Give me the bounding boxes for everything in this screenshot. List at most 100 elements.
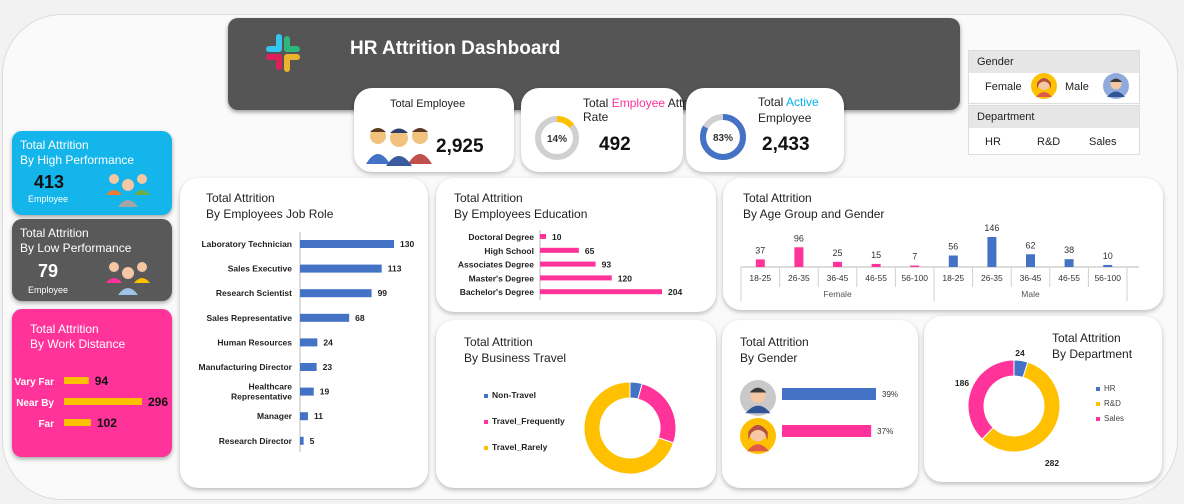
age-bar xyxy=(833,261,842,267)
job-role-bar xyxy=(300,363,317,371)
low-performance-value: 79 xyxy=(38,261,59,281)
department-value-label: 186 xyxy=(955,378,969,388)
distance-category-label: Far xyxy=(38,419,54,430)
education-bar xyxy=(540,234,546,239)
age-group-label: Male xyxy=(1021,289,1040,299)
job-role-category-label: Laboratory Technician xyxy=(201,239,292,249)
job-role-title-line2: By Employees Job Role xyxy=(206,207,334,221)
active-label-accent: Active xyxy=(786,95,819,109)
education-bar xyxy=(540,275,612,281)
age-category-label: 56-100 xyxy=(901,273,928,283)
distance-title-line1: Total Attrition xyxy=(30,322,99,336)
high-performance-value: 413 xyxy=(34,172,65,192)
business-travel-title: Total Attrition By Business Travel xyxy=(464,334,566,366)
age-value-label: 25 xyxy=(832,248,842,258)
education-title-line2: By Employees Education xyxy=(454,207,588,221)
female-avatar-icon xyxy=(740,418,776,454)
age-bar xyxy=(910,265,920,267)
age-bar xyxy=(755,259,765,267)
age-category-label: 36-45 xyxy=(1020,273,1042,283)
distance-bar xyxy=(64,419,91,426)
age-bar xyxy=(987,237,997,267)
active-percent: 83% xyxy=(713,133,733,144)
job-role-bar xyxy=(300,412,308,421)
gender-title-line1: Total Attrition xyxy=(740,335,809,349)
job-role-value-label: 113 xyxy=(388,264,402,274)
department-chart-title: Total Attrition By Department xyxy=(1052,330,1132,362)
education-category-label: Master's Degree xyxy=(469,273,535,283)
department-legend-swatch xyxy=(1096,387,1100,391)
department-value-label: 24 xyxy=(1015,348,1025,358)
attrition-label-part: Total xyxy=(583,96,612,110)
gender-chart-title: Total Attrition By Gender xyxy=(740,334,809,366)
age-category-label: 26-35 xyxy=(788,273,810,283)
job-role-bar xyxy=(300,264,382,273)
work-distance-title: Total Attrition By Work Distance xyxy=(30,322,125,352)
active-employee-card: Total Active Employee 83% 2,433 xyxy=(686,88,844,172)
education-bar xyxy=(540,289,662,295)
education-value-label: 120 xyxy=(618,273,632,283)
department-card: Total Attrition By Department 24 282 186 HR R… xyxy=(924,316,1162,482)
distance-value-label: 296 xyxy=(148,395,168,409)
department-chart: 24 282 186 HR R&D Sales xyxy=(955,348,1124,468)
age-value-label: 7 xyxy=(912,252,917,262)
education-value-label: 65 xyxy=(585,246,595,256)
distance-bar xyxy=(64,398,142,405)
male-avatar-icon xyxy=(1103,73,1129,99)
age-group-label: Female xyxy=(823,289,852,299)
total-employee-label: Total Employee xyxy=(390,98,466,110)
gender-option-female[interactable]: Female xyxy=(985,81,1022,93)
distance-value-label: 94 xyxy=(95,374,109,388)
job-role-bar xyxy=(300,289,372,298)
team-icon xyxy=(106,262,150,295)
education-bar xyxy=(540,261,596,267)
age-bar xyxy=(1103,264,1113,267)
job-role-bar xyxy=(300,338,318,347)
job-role-value-label: 23 xyxy=(323,362,333,372)
distance-category-label: Near By xyxy=(16,398,54,409)
active-employee-gauge: 83% xyxy=(700,114,746,160)
job-role-chart: Laboratory Technician 130 Sales Executive 1… xyxy=(198,232,414,452)
gender-value-label: 37% xyxy=(877,427,893,436)
department-slice xyxy=(981,361,1061,453)
age-value-label: 96 xyxy=(794,233,804,243)
job-role-bar xyxy=(300,313,350,322)
work-distance-card: Total Attrition By Work Distance Vary Far… xyxy=(12,309,172,457)
education-chart: Doctoral Degree 10 High School 65 Associates… xyxy=(458,230,682,300)
education-value-label: 204 xyxy=(668,287,682,297)
dept-title-line1: Total Attrition xyxy=(1052,331,1121,345)
job-role-value-label: 99 xyxy=(378,288,388,298)
travel-title-line2: By Business Travel xyxy=(464,351,567,365)
department-legend-swatch xyxy=(1096,402,1100,406)
travel-legend-swatch xyxy=(484,420,488,424)
department-option-sales[interactable]: Sales xyxy=(1089,136,1117,148)
attrition-rate-percent: 14% xyxy=(547,134,567,145)
department-option-rd[interactable]: R&D xyxy=(1037,136,1061,148)
total-employee-card: Total Employee 2,925 xyxy=(354,88,514,172)
gender-option-male[interactable]: Male xyxy=(1065,81,1089,93)
education-category-label: Bachelor's Degree xyxy=(460,287,535,297)
age-category-label: 46-55 xyxy=(1058,273,1080,283)
gender-bar xyxy=(782,388,876,400)
travel-legend-label: Travel_Frequently xyxy=(492,416,565,426)
job-role-card: Total Attrition By Employees Job Role Lab… xyxy=(180,178,428,488)
business-travel-chart: Non-Travel Travel_Frequently Travel_Rarely xyxy=(484,381,677,475)
gender-chart: 39% 37% xyxy=(782,388,898,437)
department-option-hr[interactable]: HR xyxy=(985,136,1001,148)
active-label-part: Employee xyxy=(758,111,812,125)
travel-legend-swatch xyxy=(484,446,488,450)
education-category-label: Associates Degree xyxy=(458,260,534,270)
dashboard-title: HR Attrition Dashboard xyxy=(350,38,561,59)
job-role-category-label: Manufacturing Director xyxy=(198,362,292,372)
department-legend-label: R&D xyxy=(1104,399,1121,408)
department-filter: Department HR R&D Sales xyxy=(968,105,1140,155)
job-role-category-label: Research Scientist xyxy=(216,288,292,298)
job-role-category-label: Sales Executive xyxy=(228,264,293,274)
age-value-label: 10 xyxy=(1103,251,1113,261)
department-value-label: 282 xyxy=(1045,458,1059,468)
department-legend-label: HR xyxy=(1104,384,1116,393)
high-title-line1: Total Attrition xyxy=(20,138,89,152)
job-role-category-label: Human Resources xyxy=(217,337,292,347)
department-filter-title: Department xyxy=(969,106,1139,128)
high-performance-sub: Employee xyxy=(28,194,69,204)
